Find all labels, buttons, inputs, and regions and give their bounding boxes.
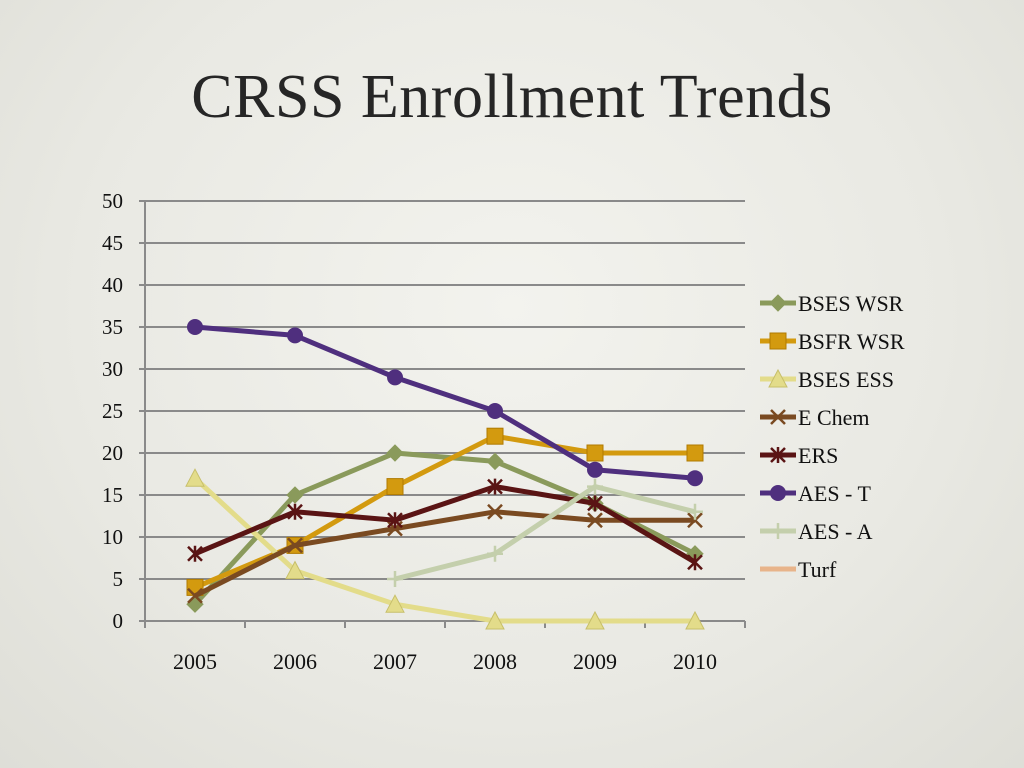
legend-marker	[769, 332, 787, 350]
legend-marker	[770, 409, 786, 425]
y-tick-label: 10	[102, 525, 123, 549]
legend-item: Turf	[760, 557, 837, 582]
series-group	[185, 319, 705, 630]
series-line	[394, 484, 696, 582]
data-point	[287, 503, 303, 520]
series-aes-a	[387, 478, 703, 587]
data-point	[587, 461, 603, 478]
data-point	[686, 444, 704, 462]
y-tick-label: 45	[102, 231, 123, 255]
slide-title: CRSS Enrollment Trends	[191, 63, 833, 131]
data-point	[485, 610, 505, 630]
y-tick-label: 50	[102, 189, 123, 213]
data-point	[587, 512, 603, 529]
x-tick-label: 2008	[473, 649, 517, 674]
legend-label: ERS	[798, 443, 838, 468]
legend-label: Turf	[798, 557, 837, 582]
data-point	[285, 560, 305, 580]
y-tick-label: 25	[102, 399, 123, 423]
legend-label: E Chem	[798, 405, 870, 430]
series-aes-t	[187, 319, 703, 487]
data-point	[687, 512, 703, 529]
data-point	[487, 478, 503, 495]
data-point	[385, 594, 405, 613]
x-tick-label: 2009	[573, 649, 617, 674]
data-point	[487, 545, 503, 562]
legend-label: BSFR WSR	[798, 329, 905, 354]
data-point	[687, 554, 703, 571]
data-point	[586, 444, 604, 462]
legend: BSES WSR BSFR WSR BSES ESS E Chem ERS AES - T…	[760, 291, 905, 582]
legend-marker	[768, 368, 788, 388]
series-line	[194, 484, 697, 565]
data-point	[187, 545, 203, 562]
series-line	[193, 509, 695, 599]
legend-item: AES - T	[760, 481, 871, 506]
legend-item: BSES WSR	[760, 291, 904, 316]
data-point	[487, 503, 503, 520]
x-tick-label: 2010	[673, 649, 717, 674]
y-tick-label: 40	[102, 273, 123, 297]
legend-item: AES - A	[760, 519, 873, 544]
data-point	[487, 403, 503, 419]
x-tick-label: 2005	[173, 649, 217, 674]
y-tick-label: 30	[102, 357, 123, 381]
gridlines: 0 5 10 15 20 25 30 35 40 45 50 2005 2006 2007 2008 2009…	[102, 189, 746, 674]
data-point	[685, 610, 705, 630]
data-point	[587, 478, 603, 495]
legend-label: AES - T	[798, 481, 871, 506]
data-point	[187, 587, 203, 604]
legend-item: ERS	[760, 443, 838, 468]
series-line	[193, 476, 695, 624]
legend-item: BSFR WSR	[760, 329, 905, 354]
y-tick-label: 35	[102, 315, 123, 339]
y-tick-label: 0	[113, 609, 124, 633]
data-point	[687, 470, 703, 487]
data-point	[187, 319, 203, 335]
legend-item: E Chem	[760, 405, 870, 430]
data-point	[486, 452, 504, 471]
y-tick-label: 5	[113, 567, 124, 591]
legend-marker	[770, 485, 786, 501]
data-point	[387, 512, 403, 529]
data-point	[287, 537, 303, 554]
legend-marker	[770, 447, 786, 463]
legend-item: BSES ESS	[760, 367, 894, 392]
data-point	[386, 478, 404, 496]
series-line	[194, 324, 696, 481]
data-point	[587, 495, 603, 512]
y-tick-label: 15	[102, 483, 123, 507]
data-point	[585, 610, 605, 630]
legend-marker	[769, 294, 787, 312]
legend-marker	[770, 523, 786, 539]
legend-label: AES - A	[798, 519, 873, 544]
y-tick-label: 20	[102, 441, 123, 465]
legend-label: BSES ESS	[798, 367, 894, 392]
data-point	[387, 369, 403, 386]
data-point	[286, 486, 304, 504]
data-point	[486, 427, 504, 445]
data-point	[387, 571, 403, 587]
data-point	[386, 444, 404, 462]
series-ers	[187, 478, 703, 571]
series-line	[193, 450, 697, 606]
legend-label: BSES WSR	[798, 291, 904, 316]
data-point	[687, 503, 703, 520]
data-point	[185, 468, 205, 487]
data-point	[287, 327, 303, 344]
x-tick-label: 2006	[273, 649, 317, 674]
x-tick-label: 2007	[373, 649, 417, 674]
